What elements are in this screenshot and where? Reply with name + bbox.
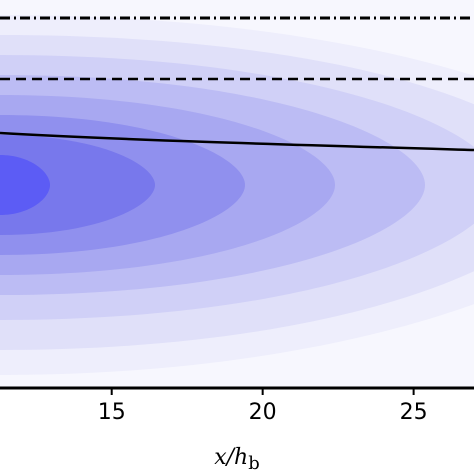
x-axis-label: x/hb	[214, 445, 260, 474]
contour-band	[0, 135, 155, 235]
solid-line	[0, 131, 474, 152]
x-tick-label: 20	[249, 400, 277, 425]
x-tick-label: 25	[400, 400, 428, 425]
x-axis-label-sub: b	[248, 453, 260, 474]
contour-field	[0, 35, 474, 350]
x-tick-label: 15	[98, 400, 126, 425]
contour-band	[0, 155, 50, 215]
x-axis-label-main: x/h	[214, 445, 248, 470]
